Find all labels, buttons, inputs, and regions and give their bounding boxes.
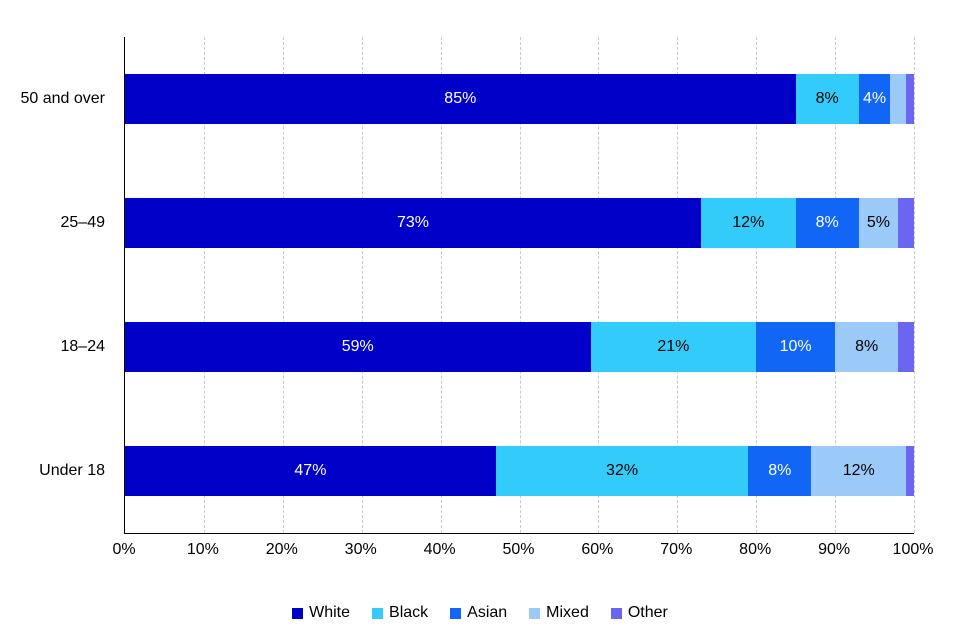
x-tick-label-30: 30% — [344, 541, 377, 558]
category-label-under-18: Under 18 — [39, 462, 105, 479]
legend-item-black: Black — [372, 604, 428, 622]
bar-segment-other — [898, 198, 914, 248]
legend-item-white: White — [292, 604, 350, 622]
bar-value-label: 47% — [294, 462, 327, 479]
bar-value-label: 8% — [815, 90, 839, 107]
bar-segment-black: 21% — [590, 322, 757, 372]
legend-label-black: Black — [389, 604, 429, 621]
bar-segment-black: 32% — [495, 446, 749, 496]
bar-row-25-49: 73% 12% 8% 5% — [125, 198, 914, 248]
x-tick-label-90: 90% — [818, 541, 851, 558]
gridline-10 — [203, 37, 205, 533]
legend-item-asian: Asian — [450, 604, 507, 622]
bar-segment-asian: 8% — [795, 198, 859, 248]
bar-segment-black: 12% — [700, 198, 796, 248]
legend-swatch-other — [610, 607, 622, 619]
bar-value-label: 8% — [815, 214, 839, 231]
bar-value-label: 32% — [606, 462, 639, 479]
bar-value-label: 12% — [842, 462, 875, 479]
bar-segment-white: 73% — [125, 198, 701, 248]
x-tick-label-20: 20% — [265, 541, 298, 558]
bar-value-label: 10% — [779, 338, 812, 355]
x-tick-label-10: 10% — [186, 541, 219, 558]
bar-segment-black: 8% — [795, 74, 859, 124]
gridline-90 — [835, 37, 837, 533]
legend-label-other: Other — [627, 604, 668, 621]
legend-label-asian: Asian — [467, 604, 508, 621]
legend-label-mixed: Mixed — [546, 604, 589, 621]
x-tick-label-60: 60% — [581, 541, 614, 558]
plot-area: 85% 8% 4% 73% 12% 8% 5% 59% 21% 10% 8% 47% 32% 8% 12% — [124, 37, 915, 534]
bar-value-label: 5% — [866, 214, 891, 231]
bar-segment-mixed: 8% — [835, 322, 899, 372]
x-axis-labels: 0% 10% 20% 30% 40% 50% 60% 70% 80% 90% 100% — [112, 541, 933, 561]
bar-value-label: 8% — [768, 462, 792, 479]
gridline-30 — [361, 37, 363, 533]
gridline-40 — [440, 37, 442, 533]
bar-segment-white: 47% — [125, 446, 496, 496]
category-label-25-49: 25–49 — [60, 214, 106, 231]
legend: White Black Asian Mixed Other — [0, 604, 960, 622]
x-tick-label-80: 80% — [739, 541, 772, 558]
gridline-100 — [914, 37, 915, 533]
x-tick-label-100: 100% — [892, 541, 934, 558]
legend-swatch-black — [372, 607, 384, 619]
legend-item-mixed: Mixed — [529, 604, 589, 622]
bar-row-18-24: 59% 21% 10% 8% — [125, 322, 914, 372]
bar-row-under-18: 47% 32% 8% 12% — [125, 446, 914, 496]
category-label-50-and-over: 50 and over — [20, 90, 105, 107]
legend-swatch-asian — [450, 607, 462, 619]
x-tick-label-50: 50% — [502, 541, 535, 558]
gridline-20 — [282, 37, 284, 533]
x-tick-label-70: 70% — [660, 541, 693, 558]
gridline-60 — [598, 37, 600, 533]
bar-value-label: 21% — [657, 338, 690, 355]
bar-segment-asian: 10% — [756, 322, 836, 372]
bar-value-label: 12% — [732, 214, 765, 231]
bar-row-50-and-over: 85% 8% 4% — [125, 74, 914, 124]
bar-segment-other — [898, 322, 914, 372]
bar-value-label: 85% — [444, 90, 477, 107]
bar-segment-white: 59% — [125, 322, 591, 372]
bar-segment-asian: 4% — [858, 74, 891, 124]
bar-value-label: 4% — [862, 90, 887, 107]
bar-segment-other — [906, 74, 914, 124]
bar-value-label: 59% — [341, 338, 374, 355]
legend-item-other: Other — [610, 604, 668, 622]
bar-segment-mixed: 12% — [811, 446, 907, 496]
gridline-50 — [519, 37, 521, 533]
bar-value-label: 73% — [396, 214, 429, 231]
bar-segment-asian: 8% — [748, 446, 812, 496]
bar-segment-other — [906, 446, 914, 496]
x-tick-label-0: 0% — [112, 541, 136, 558]
bar-segment-mixed: 5% — [858, 198, 899, 248]
gridline-80 — [756, 37, 758, 533]
legend-swatch-white — [292, 607, 304, 619]
bar-segment-white: 85% — [125, 74, 796, 124]
legend-label-white: White — [309, 604, 351, 621]
x-tick-label-40: 40% — [423, 541, 456, 558]
gridline-70 — [677, 37, 679, 533]
legend-swatch-mixed — [529, 607, 541, 619]
bar-value-label: 8% — [855, 338, 879, 355]
category-label-18-24: 18–24 — [60, 338, 106, 355]
bar-segment-mixed — [890, 74, 907, 124]
